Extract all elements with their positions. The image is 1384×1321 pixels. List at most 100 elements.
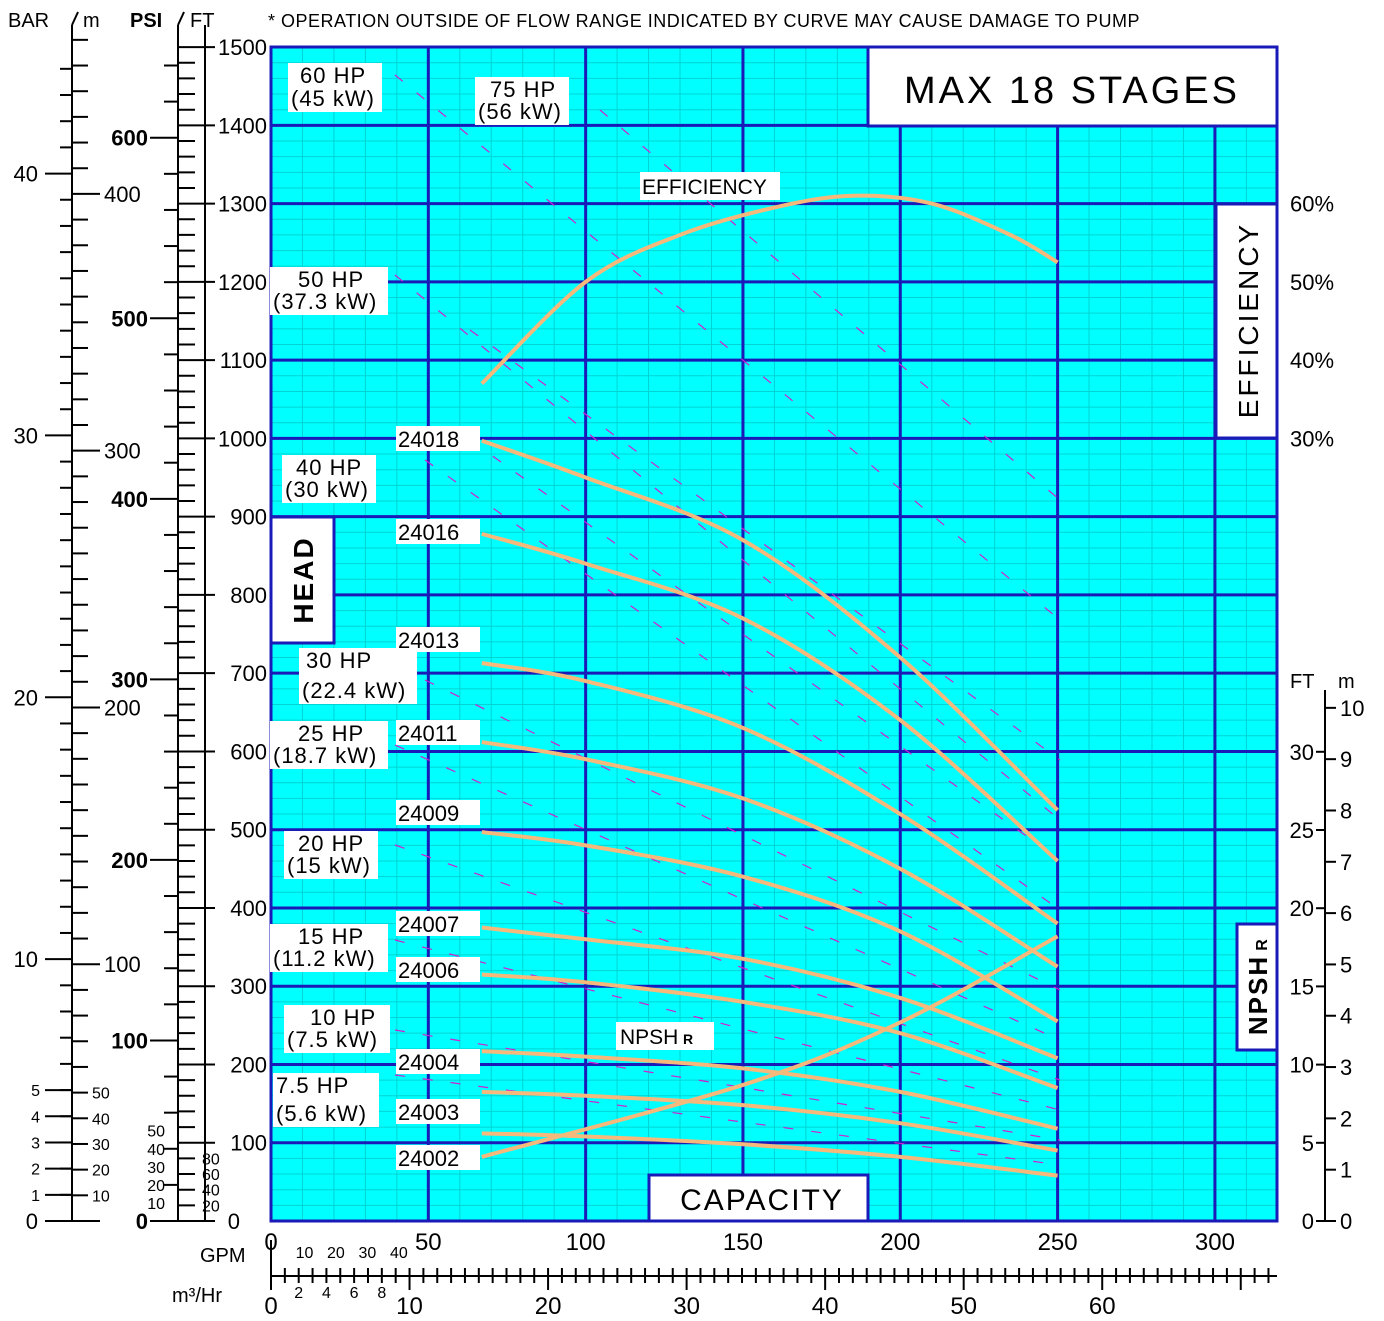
hp-label-bg — [299, 648, 417, 704]
model-label-bg — [396, 957, 480, 982]
gpm-tick-label: 150 — [723, 1229, 763, 1256]
npsh-ft-tick-label: 20 — [1290, 896, 1314, 921]
hp-label: 60 HP — [300, 63, 366, 88]
psi-axis-header: PSI — [130, 10, 162, 32]
m3hr-small-label: 8 — [377, 1285, 386, 1302]
model-label-24006: 24006 — [398, 958, 459, 983]
m3hr-tick-label: 20 — [535, 1293, 562, 1316]
efficiency-tick-label: 50% — [1290, 270, 1334, 295]
head-curve-24009 — [481, 830, 1059, 1024]
m3hr-tick-label: 10 — [396, 1293, 423, 1316]
ft-small-label: 20 — [202, 1198, 220, 1215]
bar-tick-label: 0 — [26, 1209, 38, 1234]
psi-tick-label: 600 — [111, 126, 148, 151]
m3hr-axis-label: m³/Hr — [172, 1285, 222, 1307]
efficiency-tick-label: 60% — [1290, 192, 1334, 217]
m3hr-tick-label: 0 — [264, 1293, 277, 1316]
bar-tick-label: 10 — [14, 947, 38, 972]
ft-tick-label: 800 — [230, 583, 267, 608]
head-curve-24006 — [481, 972, 1059, 1090]
model-label-24009: 24009 — [398, 801, 459, 826]
m-tick-label: 100 — [104, 952, 141, 977]
gpm-tick-label: 200 — [880, 1229, 920, 1256]
ft-tick-label: 1300 — [218, 192, 267, 217]
hp-label-bg — [270, 924, 388, 972]
ft-tick-label: 1100 — [220, 348, 267, 373]
ft-tick-label: 700 — [230, 661, 267, 686]
efficiency-label-box — [1214, 202, 1279, 440]
hp-label-bg — [273, 1073, 379, 1127]
left-axes — [45, 11, 1336, 1290]
model-label-24004: 24004 — [398, 1050, 459, 1075]
m-tick-label: 400 — [104, 182, 141, 207]
m-axis-header: m — [83, 10, 100, 32]
ft-tick-label: 1000 — [218, 426, 267, 451]
npsh-ft-header: FT — [1290, 671, 1314, 693]
gpm-small-label: 40 — [390, 1245, 408, 1262]
npsh-m-tick-label: 3 — [1340, 1055, 1352, 1080]
npsh-ft-tick-label: 0 — [1302, 1209, 1314, 1234]
kw-label: (45 kW) — [291, 86, 375, 111]
model-label-24002: 24002 — [398, 1146, 459, 1171]
efficiency-tick-label: 30% — [1290, 426, 1334, 451]
hp-dashed-line — [469, 329, 1061, 761]
m-tick-label: 10 — [92, 1188, 110, 1205]
psi-axis-cap — [177, 11, 185, 26]
psi-tick-label: 400 — [111, 487, 148, 512]
m3hr-small-label: 2 — [294, 1285, 303, 1302]
psi-small-label: 40 — [147, 1142, 165, 1159]
hp-label: 30 HP — [306, 648, 372, 673]
psi-tick-label: 0 — [136, 1209, 148, 1234]
bar-tick-label: 30 — [14, 423, 38, 448]
m3hr-small-label: 4 — [322, 1285, 331, 1302]
ft-small-label: 80 — [202, 1151, 220, 1168]
efficiency-axis-label: EFFICIENCY — [1233, 222, 1264, 418]
hp-label-bg — [475, 77, 569, 125]
ft-tick-label: 300 — [230, 974, 267, 999]
kw-label: (22.4 kW) — [302, 678, 406, 703]
bar-tick-label: 20 — [14, 685, 38, 710]
kw-label: (11.2 kW) — [273, 946, 376, 971]
psi-small-label: 30 — [147, 1160, 165, 1177]
hp-label-bg — [284, 831, 378, 879]
bar-tick-label: 40 — [14, 162, 38, 187]
ft-tick-label: 600 — [230, 739, 267, 764]
psi-small-label: 50 — [147, 1124, 165, 1141]
bar-small-label: 1 — [31, 1188, 40, 1205]
npshr-axis-label: NPSH — [1243, 955, 1273, 1035]
model-label-bg — [396, 519, 480, 544]
npsh-ft-tick-label: 10 — [1290, 1053, 1314, 1078]
model-label-bg — [396, 1145, 480, 1170]
head-curve-24003 — [481, 1089, 1058, 1153]
capacity-label-box — [647, 1173, 870, 1223]
hp-label-bg — [284, 1005, 390, 1053]
psi-tick-label: 200 — [111, 848, 148, 873]
hp-label: 10 HP — [310, 1005, 376, 1030]
ft-small-label: 60 — [202, 1167, 220, 1184]
efficiency-curve-label-bg — [640, 172, 780, 200]
model-label-bg — [396, 1049, 480, 1074]
psi-small-label: 10 — [147, 1196, 165, 1213]
hp-label: 15 HP — [298, 924, 364, 949]
gpm-tick-label: 250 — [1038, 1229, 1078, 1256]
bar-axis-header: BAR — [8, 10, 49, 32]
npsh-ft-tick-label: 15 — [1290, 974, 1314, 999]
npsh-m-tick-label: 0 — [1340, 1209, 1352, 1234]
bar-small-label: 5 — [31, 1083, 40, 1100]
hp-dashed-line — [424, 679, 1061, 991]
hp-label: 25 HP — [298, 721, 364, 746]
gpm-tick-label: 0 — [264, 1229, 277, 1256]
head-label: HEAD — [288, 536, 319, 623]
hp-dashed-line — [394, 74, 1061, 621]
npsh-m-tick-label: 5 — [1340, 952, 1352, 977]
kw-label: (15 kW) — [287, 853, 371, 878]
hp-label: 75 HP — [490, 77, 556, 102]
psi-tick-label: 300 — [111, 667, 148, 692]
hp-label-bg — [282, 455, 376, 503]
bar-small-label: 4 — [31, 1109, 40, 1126]
head-label-box — [269, 515, 336, 645]
ft-tick-label: 400 — [230, 896, 267, 921]
title-box — [866, 45, 1279, 128]
hp-label: 7.5 HP — [276, 1073, 349, 1098]
head-curve-24011 — [481, 740, 1059, 969]
